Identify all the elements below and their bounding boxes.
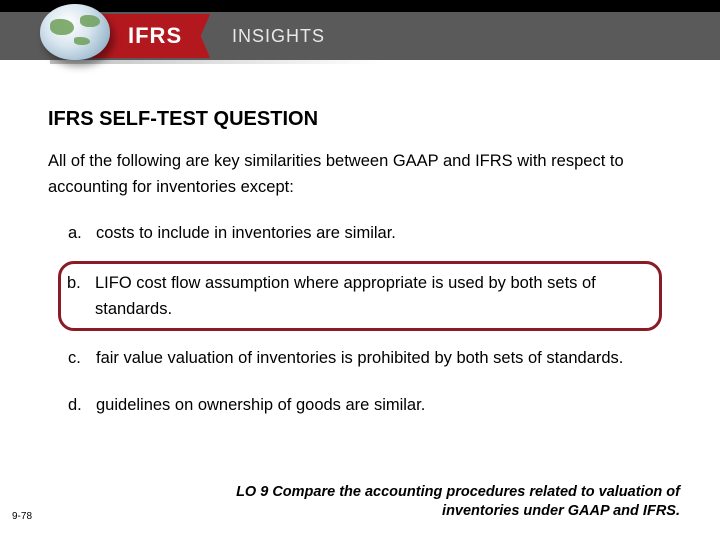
question-text: All of the following are key similaritie… — [48, 149, 672, 200]
learning-objective: LO 9 Compare the accounting procedures r… — [220, 483, 680, 522]
option-d: d. guidelines on ownership of goods are … — [62, 386, 672, 424]
page-number: 9-78 — [12, 511, 32, 522]
badge-text: IFRS — [128, 23, 182, 49]
page-title: IFRS SELF-TEST QUESTION — [48, 108, 672, 131]
option-a: a. costs to include in inventories are s… — [62, 214, 672, 252]
option-letter: c. — [68, 345, 96, 371]
option-letter: d. — [68, 392, 96, 418]
globe-icon — [40, 4, 110, 60]
option-text: LIFO cost flow assumption where appropri… — [95, 270, 649, 323]
option-text: costs to include in inventories are simi… — [96, 220, 396, 246]
content-area: IFRS SELF-TEST QUESTION All of the follo… — [0, 60, 720, 424]
top-black-strip — [0, 0, 720, 12]
option-c: c. fair value valuation of inventories i… — [62, 339, 672, 377]
header-subtitle: INSIGHTS — [232, 12, 325, 60]
header-bar: IFRS INSIGHTS — [0, 12, 720, 60]
option-text: guidelines on ownership of goods are sim… — [96, 392, 425, 418]
option-letter: a. — [68, 220, 96, 246]
options-list: a. costs to include in inventories are s… — [48, 214, 672, 424]
footer: 9-78 LO 9 Compare the accounting procedu… — [0, 483, 720, 522]
option-letter: b. — [67, 270, 95, 323]
option-b: b. LIFO cost flow assumption where appro… — [58, 261, 662, 332]
option-text: fair value valuation of inventories is p… — [96, 345, 623, 371]
